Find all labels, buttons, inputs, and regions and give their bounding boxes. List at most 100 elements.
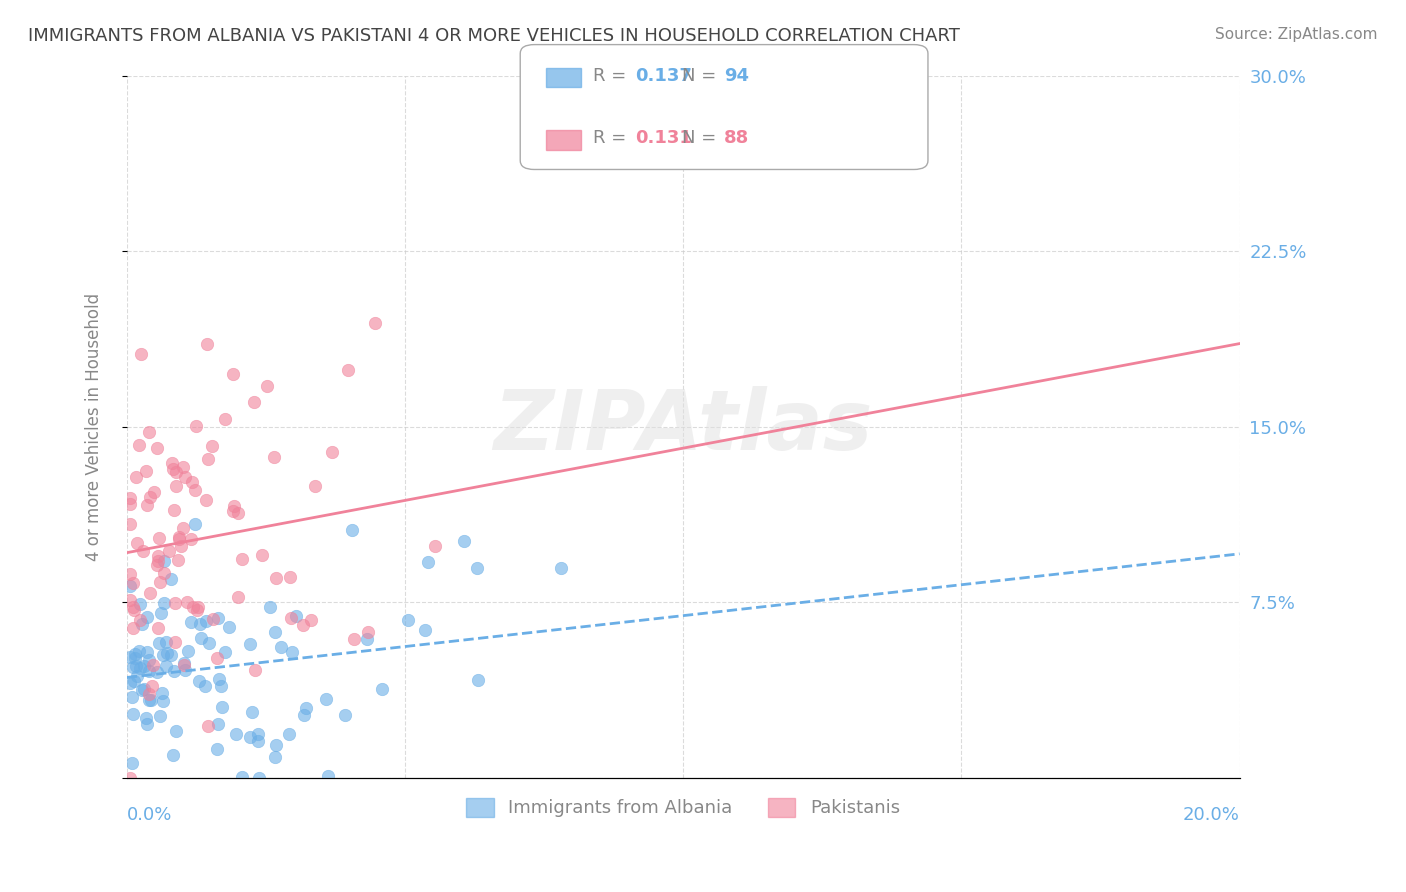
Point <box>285 608 308 623</box>
Point <box>153 554 176 568</box>
Text: Source: ZipAtlas.com: Source: ZipAtlas.com <box>1215 27 1378 42</box>
Point <box>121 576 143 591</box>
Point <box>145 441 167 455</box>
Point <box>222 504 245 518</box>
Point <box>122 659 145 673</box>
Text: 0.0%: 0.0% <box>127 805 173 823</box>
Point <box>190 631 212 645</box>
Point <box>160 572 183 586</box>
Point <box>128 597 150 611</box>
Point <box>214 411 236 425</box>
Point <box>139 693 162 707</box>
Point <box>195 493 218 508</box>
Point <box>280 611 302 625</box>
Point <box>135 711 157 725</box>
Point <box>131 616 153 631</box>
Point <box>124 651 146 665</box>
Point <box>121 690 143 704</box>
Point <box>155 658 177 673</box>
Point <box>239 637 262 651</box>
Text: R =: R = <box>593 67 633 85</box>
Point <box>167 530 190 544</box>
Point <box>413 623 436 637</box>
Point <box>247 771 270 785</box>
Text: 88: 88 <box>724 129 749 147</box>
Point <box>125 536 148 550</box>
Point <box>209 680 232 694</box>
Point <box>173 657 195 672</box>
Point <box>148 531 170 545</box>
Point <box>205 742 228 756</box>
Point <box>396 613 419 627</box>
Point <box>214 646 236 660</box>
Point <box>148 621 170 635</box>
Point <box>278 570 301 584</box>
Point <box>156 646 179 660</box>
Point <box>337 363 360 377</box>
Point <box>266 738 288 752</box>
Text: IMMIGRANTS FROM ALBANIA VS PAKISTANI 4 OR MORE VEHICLES IN HOUSEHOLD CORRELATION: IMMIGRANTS FROM ALBANIA VS PAKISTANI 4 O… <box>28 27 960 45</box>
Point <box>335 708 357 723</box>
Point <box>259 599 281 614</box>
Point <box>152 694 174 708</box>
Point <box>128 437 150 451</box>
Text: 0.131: 0.131 <box>636 129 692 147</box>
Point <box>165 465 187 479</box>
Point <box>125 469 148 483</box>
Point <box>211 700 233 714</box>
Point <box>167 532 190 546</box>
Point <box>150 607 173 621</box>
Point <box>281 644 304 658</box>
Point <box>181 475 204 489</box>
Point <box>172 460 194 475</box>
Point <box>225 727 247 741</box>
Text: R =: R = <box>593 129 633 147</box>
Point <box>125 658 148 673</box>
Point <box>155 635 177 649</box>
Point <box>122 706 145 721</box>
Point <box>207 717 229 731</box>
Point <box>550 561 572 575</box>
Point <box>357 625 380 640</box>
Point <box>180 533 202 547</box>
Point <box>243 663 266 677</box>
Text: 94: 94 <box>724 67 749 85</box>
Point <box>263 625 285 640</box>
Point <box>278 727 301 741</box>
Point <box>218 620 240 634</box>
Point <box>184 419 207 434</box>
Point <box>239 730 262 744</box>
Point <box>146 665 169 680</box>
Point <box>120 676 142 690</box>
Point <box>304 479 326 493</box>
Point <box>118 593 141 607</box>
Point <box>131 683 153 698</box>
Text: 20.0%: 20.0% <box>1182 805 1240 823</box>
Point <box>120 517 142 532</box>
Point <box>195 614 218 628</box>
Legend: Immigrants from Albania, Pakistanis: Immigrants from Albania, Pakistanis <box>460 791 907 825</box>
Point <box>165 724 187 739</box>
Point <box>162 462 184 476</box>
Point <box>243 394 266 409</box>
Point <box>118 771 141 785</box>
Point <box>250 548 273 562</box>
Point <box>177 644 200 658</box>
Point <box>205 650 228 665</box>
Point <box>186 603 208 617</box>
Point <box>208 673 231 687</box>
Point <box>141 679 163 693</box>
Point <box>148 635 170 649</box>
Point <box>124 648 146 662</box>
Point <box>142 658 165 673</box>
Point <box>129 613 152 627</box>
Point <box>138 425 160 440</box>
Point <box>315 692 337 706</box>
Point <box>118 566 141 581</box>
Point <box>197 719 219 733</box>
Point <box>118 649 141 664</box>
Point <box>318 769 340 783</box>
Point <box>138 687 160 701</box>
Point <box>197 452 219 467</box>
Point <box>138 693 160 707</box>
